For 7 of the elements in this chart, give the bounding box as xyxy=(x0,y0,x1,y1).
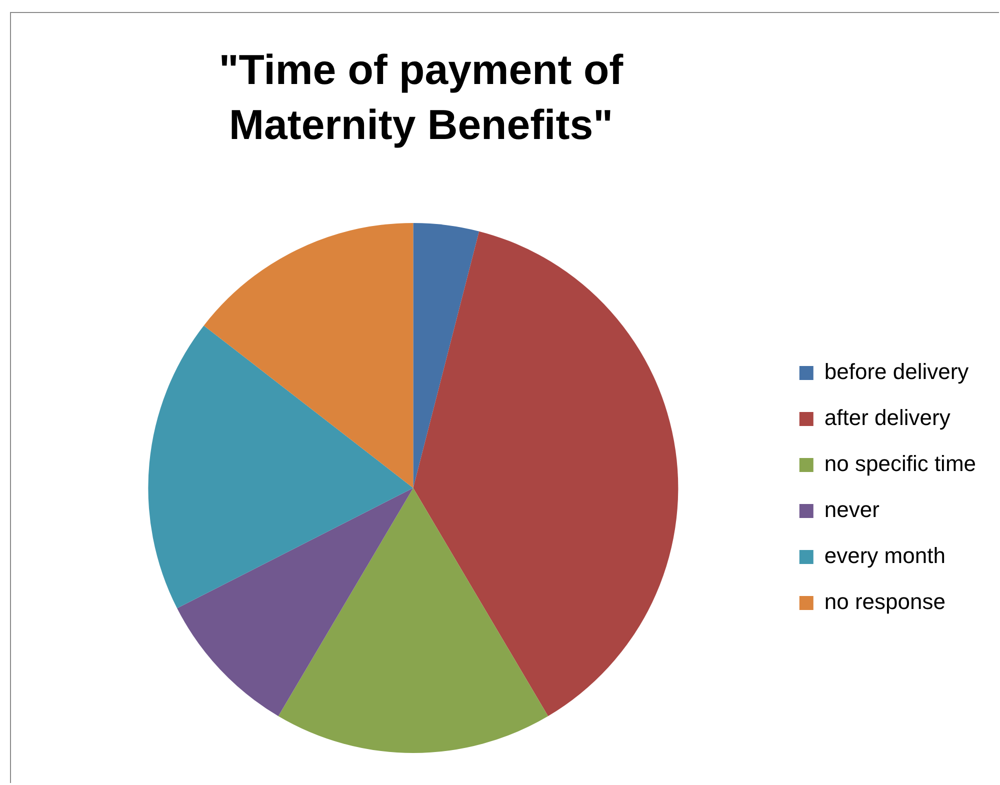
legend-label: no response xyxy=(824,589,946,614)
legend-label: after delivery xyxy=(824,405,950,430)
legend-label: never xyxy=(824,497,880,522)
legend-label: every month xyxy=(824,543,946,568)
legend-label: before delivery xyxy=(824,359,969,384)
legend-label: no specific time xyxy=(824,451,976,476)
chart-title: "Time of payment of Maternity Benefits" xyxy=(218,45,624,150)
